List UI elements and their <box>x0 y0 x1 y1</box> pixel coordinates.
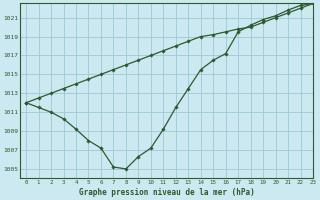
X-axis label: Graphe pression niveau de la mer (hPa): Graphe pression niveau de la mer (hPa) <box>79 188 254 197</box>
